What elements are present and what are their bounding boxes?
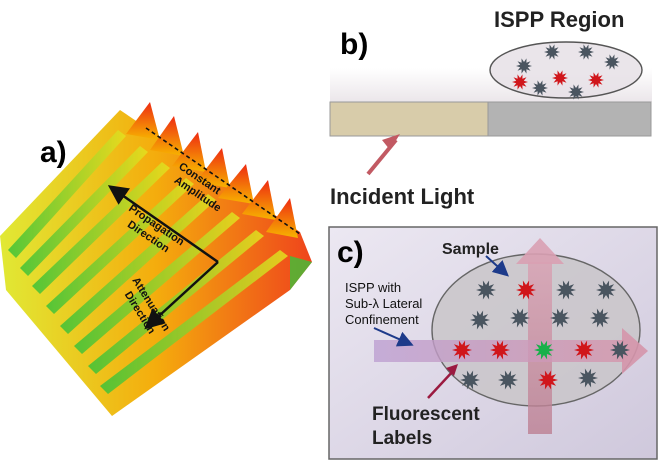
- gold-film-layer: [329, 101, 489, 137]
- propagation-arrow: [107, 185, 219, 264]
- molecule-icon: [470, 310, 490, 330]
- molecule-icon: [490, 340, 510, 360]
- panel-c: c) Sample ISPP with Sub-λ Lateral Confin…: [328, 226, 658, 460]
- svg-text:ISPP with: ISPP with: [345, 280, 401, 295]
- molecule-icon: [516, 58, 532, 74]
- molecule-icon: [610, 340, 630, 360]
- molecule-icon: [476, 280, 496, 300]
- panel-c-molecules: [452, 280, 630, 390]
- panel-b-label: b): [340, 28, 368, 61]
- panel-b-molecules: [512, 44, 620, 100]
- molecule-icon: [578, 44, 594, 60]
- molecule-icon: [452, 340, 472, 360]
- molecule-icon: [498, 370, 518, 390]
- svg-text:Sub-λ Lateral: Sub-λ Lateral: [345, 296, 422, 311]
- molecule-icon: [516, 280, 536, 300]
- molecule-icon: [604, 54, 620, 70]
- molecule-icon: [532, 80, 548, 96]
- panel-a: a): [0, 102, 312, 416]
- ispp-region-label: ISPP Region: [494, 7, 624, 32]
- svg-text:Fluorescent: Fluorescent: [372, 404, 480, 425]
- molecule-icon: [578, 368, 598, 388]
- attenuation-arrow: [144, 261, 219, 330]
- molecule-icon: [568, 84, 584, 100]
- molecule-icon: [550, 308, 570, 328]
- molecule-icon: [538, 370, 558, 390]
- molecule-icon: [574, 340, 594, 360]
- molecule-icon: [552, 70, 568, 86]
- ispp-confinement-label: ISPP with Sub-λ Lateral Confinement: [345, 280, 422, 327]
- molecule-icon: [590, 308, 610, 328]
- molecule-icon: [460, 370, 480, 390]
- incident-light-label: Incident Light: [330, 184, 475, 209]
- molecule-icon: [556, 280, 576, 300]
- fluorescent-labels-label: Fluorescent Labels: [372, 404, 480, 449]
- svg-text:Labels: Labels: [372, 428, 432, 449]
- molecule-icon: [534, 340, 554, 360]
- panel-a-label: a): [40, 136, 67, 169]
- svg-text:Confinement: Confinement: [345, 312, 419, 327]
- molecule-icon: [510, 308, 530, 328]
- ispp-region-ellipse: [489, 41, 643, 99]
- molecule-icon: [588, 72, 604, 88]
- molecule-icon: [596, 280, 616, 300]
- evanescent-wave-surface: [0, 102, 312, 416]
- sample-label: Sample: [442, 241, 499, 258]
- molecule-icon: [512, 74, 528, 90]
- panel-c-label: c): [337, 236, 364, 269]
- panel-b: b) ISPP Region Incident Light: [329, 7, 652, 209]
- molecule-icon: [544, 44, 560, 60]
- substrate-layer: [487, 101, 652, 137]
- constant-amplitude-line: [145, 127, 301, 235]
